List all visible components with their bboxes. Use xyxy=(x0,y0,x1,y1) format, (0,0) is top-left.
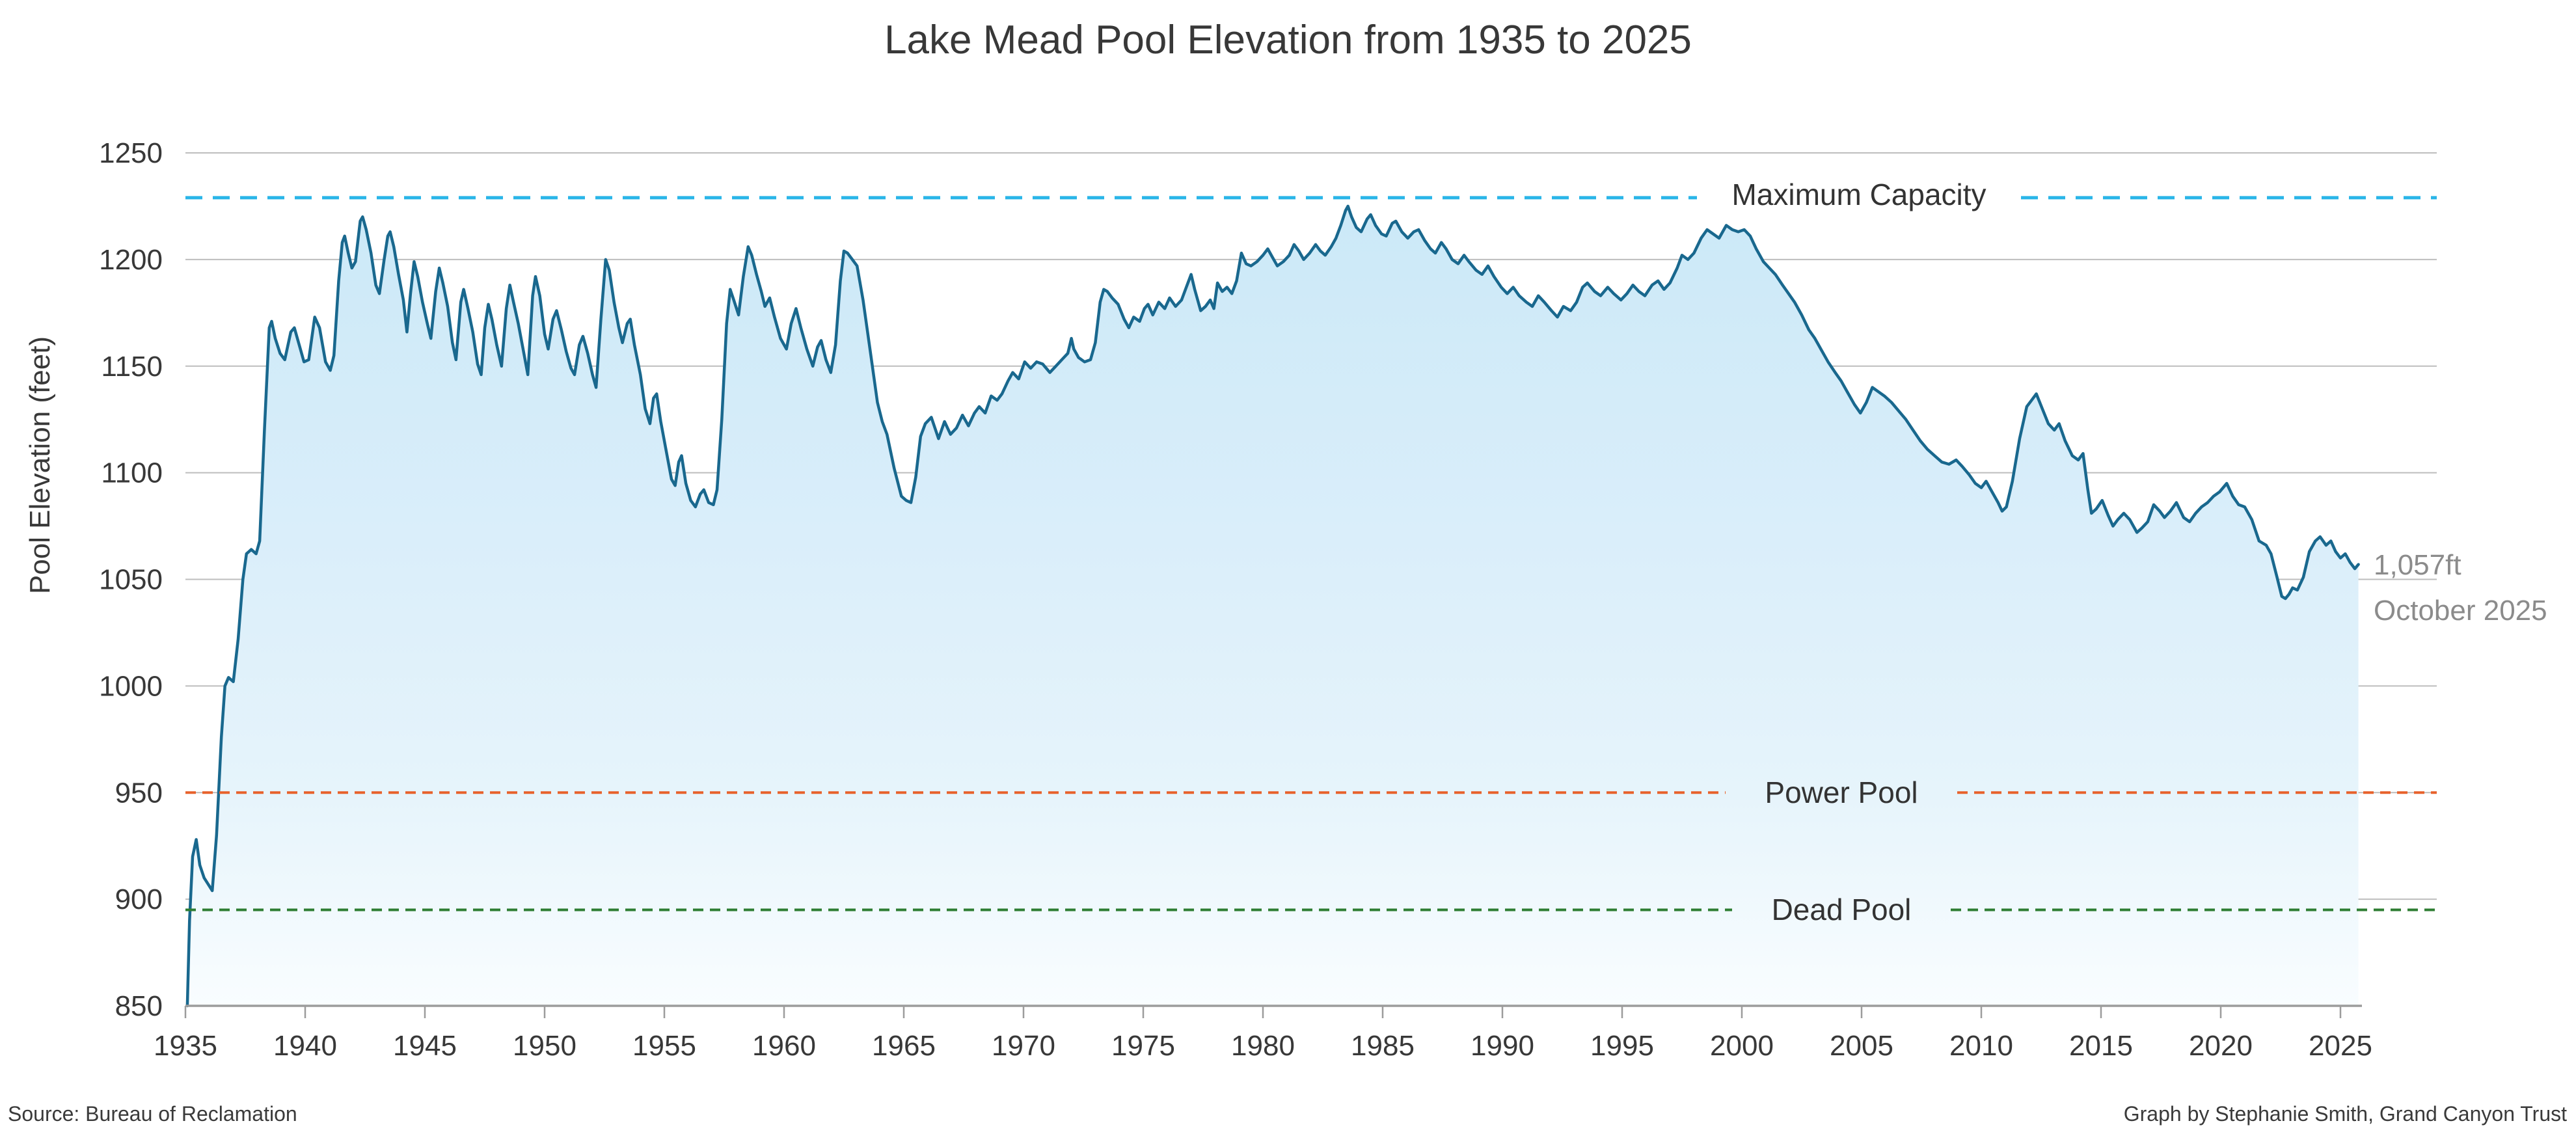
x-tick-label-1935: 1935 xyxy=(154,1030,217,1062)
maximum-capacity-label: Maximum Capacity xyxy=(1731,178,1986,211)
x-tick-label-1945: 1945 xyxy=(393,1030,457,1062)
x-tick-label-1975: 1975 xyxy=(1111,1030,1175,1062)
credit-note: Graph by Stephanie Smith, Grand Canyon T… xyxy=(2123,1102,2567,1126)
x-tick-label-2010: 2010 xyxy=(1949,1030,2013,1062)
y-tick-label-950: 950 xyxy=(115,777,163,809)
y-axis-title: Pool Elevation (feet) xyxy=(24,336,56,595)
x-tick-label-2025: 2025 xyxy=(2309,1030,2372,1062)
x-tick-label-1995: 1995 xyxy=(1590,1030,1654,1062)
x-tick-label-2000: 2000 xyxy=(1710,1030,1774,1062)
elevation-line xyxy=(185,204,2360,1008)
x-tick-label-1990: 1990 xyxy=(1471,1030,1534,1062)
y-tick-label-900: 900 xyxy=(115,884,163,915)
x-tick-label-1970: 1970 xyxy=(992,1030,1055,1062)
dead-pool-label: Dead Pool xyxy=(1771,893,1912,926)
x-tick-label-1960: 1960 xyxy=(752,1030,816,1062)
elevation-area-fill xyxy=(187,206,2359,1006)
y-tick-label-1000: 1000 xyxy=(99,670,163,702)
page-title: Lake Mead Pool Elevation from 1935 to 20… xyxy=(884,18,1692,62)
y-tick-label-1150: 1150 xyxy=(101,351,163,383)
x-tick-label-1980: 1980 xyxy=(1231,1030,1295,1062)
x-tick-label-1940: 1940 xyxy=(273,1030,337,1062)
x-tick-label-2015: 2015 xyxy=(2069,1030,2133,1062)
y-tick-label-1200: 1200 xyxy=(99,244,163,276)
x-tick-label-2005: 2005 xyxy=(1830,1030,1893,1062)
x-tick-label-1950: 1950 xyxy=(513,1030,576,1062)
source-note: Source: Bureau of Reclamation xyxy=(8,1102,297,1126)
current-level-date: October 2025 xyxy=(2374,594,2547,627)
y-tick-label-1050: 1050 xyxy=(99,564,163,596)
y-tick-label-1100: 1100 xyxy=(101,457,163,489)
current-level-annotation: 1,057ft October 2025 xyxy=(2374,543,2547,633)
power-pool-label: Power Pool xyxy=(1765,776,1918,809)
x-tick-label-1955: 1955 xyxy=(632,1030,696,1062)
y-tick-label-1250: 1250 xyxy=(99,137,163,169)
x-tick-label-2020: 2020 xyxy=(2189,1030,2253,1062)
x-tick-label-1985: 1985 xyxy=(1351,1030,1415,1062)
y-tick-label-850: 850 xyxy=(115,990,163,1022)
current-level-value: 1,057ft xyxy=(2374,549,2461,581)
x-tick-label-1965: 1965 xyxy=(872,1030,936,1062)
